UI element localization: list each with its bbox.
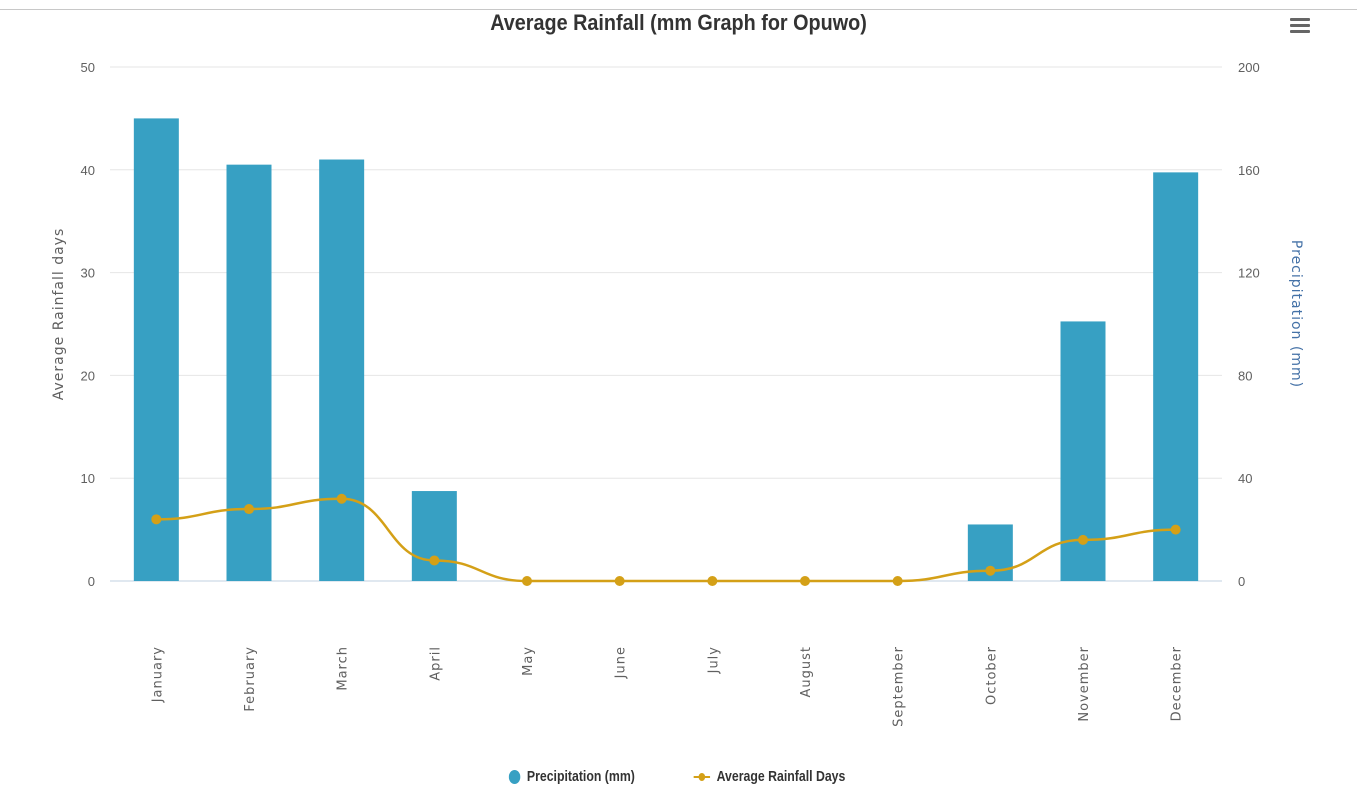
x-tick-label-may: May [521,646,536,676]
x-tick-label-march: March [336,646,351,691]
x-tick-label-october: October [984,646,999,705]
left-tick-label: 30 [81,266,95,281]
point-june [614,576,625,586]
series-line-rainfall-days [156,497,1176,583]
point-march [336,493,347,504]
point-may [522,576,532,586]
bar-january [133,118,179,582]
legend-swatch-rainfall-days [693,770,710,784]
chart-title: Average Rainfall (mm Graph for Opuwo) [490,10,867,35]
right-tick-label: 160 [1238,163,1260,178]
legend-item-rainfall-days[interactable]: Average Rainfall Days [693,768,845,785]
right-axis-title: Precipitation (mm) [1288,240,1304,388]
point-january [151,514,162,525]
right-tick-label: 80 [1238,368,1252,383]
point-december [1170,524,1181,535]
hamburger-menu-icon[interactable] [1290,18,1310,38]
point-july [707,576,718,586]
legend-label-precipitation: Precipitation (mm) [527,768,635,785]
left-tick-label: 10 [81,471,95,486]
left-tick-label: 50 [81,60,95,75]
legend-label-rainfall-days: Average Rainfall Days [716,768,846,785]
left-tick-label: 40 [81,163,95,178]
legend-item-precipitation[interactable]: Precipitation (mm) [508,768,635,785]
x-tick-label-february: February [243,646,258,712]
top-divider [0,9,1357,10]
point-october [985,565,996,576]
right-tick-label: 40 [1238,471,1252,486]
x-tick-label-july: July [706,646,721,674]
x-tick-label-november: November [1077,646,1092,722]
left-tick-label: 20 [81,368,95,383]
right-tick-label: 120 [1238,266,1260,281]
chart-plot: 0 10 20 30 40 50 0 40 80 120 160 200 Average Rainfal… [51,60,1304,727]
legend-swatch-precipitation [508,769,521,784]
bar-february [226,164,272,581]
x-tick-label-august: August [799,646,814,698]
point-august [800,576,810,586]
chart-legend: Precipitation (mm) Average Rainfall Days [0,768,1357,785]
right-tick-label: 0 [1238,574,1245,589]
left-tick-label: 0 [88,574,95,589]
x-tick-label-january: January [150,646,165,703]
x-tick-label-december: December [1170,646,1185,721]
bar-april [411,491,457,581]
x-tick-label-june: June [614,646,629,679]
bar-march [319,159,365,581]
bar-december [1153,172,1199,581]
point-february [244,504,254,515]
point-september [892,576,903,586]
left-axis-title: Average Rainfall days [51,228,67,400]
point-april [429,555,440,566]
right-tick-label: 200 [1238,60,1260,75]
point-november [1078,534,1088,545]
x-tick-label-april: April [428,646,443,681]
x-tick-label-september: September [892,646,907,727]
